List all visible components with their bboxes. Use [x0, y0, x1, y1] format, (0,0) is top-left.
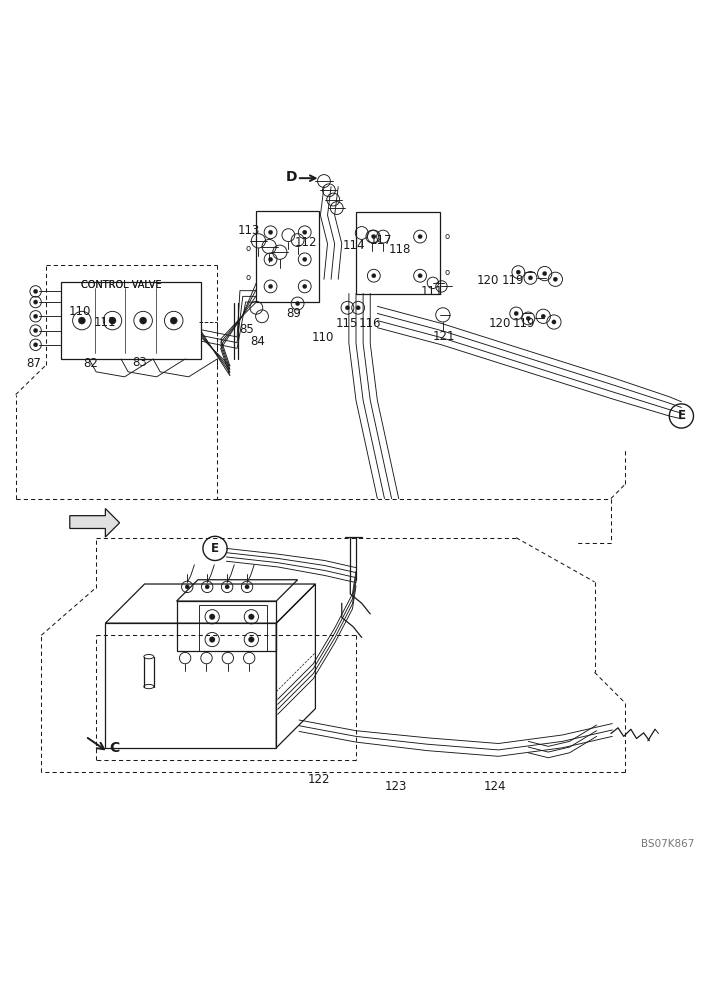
Text: 110: 110 [68, 305, 91, 318]
Circle shape [303, 230, 307, 234]
Text: 84: 84 [251, 335, 265, 348]
Bar [199, 605, 267, 651]
Text: 120: 120 [476, 274, 499, 287]
Circle shape [345, 306, 350, 310]
Text: 119: 119 [502, 274, 525, 287]
Circle shape [268, 230, 273, 234]
Text: o: o [444, 268, 450, 277]
Text: E: E [211, 542, 219, 555]
Circle shape [526, 316, 530, 321]
Text: 116: 116 [358, 317, 381, 330]
Circle shape [553, 277, 557, 281]
Text: o: o [444, 232, 450, 241]
Bar [61, 282, 201, 359]
Text: 87: 87 [26, 357, 41, 370]
Circle shape [205, 585, 209, 589]
Text: 83: 83 [132, 356, 147, 369]
Circle shape [552, 320, 556, 324]
Circle shape [209, 637, 215, 642]
Text: 111: 111 [421, 285, 444, 298]
Circle shape [541, 314, 545, 318]
Circle shape [209, 614, 215, 620]
Circle shape [33, 328, 38, 333]
Circle shape [268, 284, 273, 289]
Circle shape [516, 270, 520, 274]
Text: 117: 117 [370, 234, 392, 247]
Circle shape [33, 314, 38, 318]
Circle shape [185, 585, 189, 589]
Text: 110: 110 [311, 331, 334, 344]
Text: C: C [109, 741, 119, 755]
Text: 120: 120 [488, 317, 511, 330]
Text: CONTROL VALVE: CONTROL VALVE [80, 280, 162, 290]
Circle shape [295, 301, 300, 306]
Text: 122: 122 [308, 773, 330, 786]
Text: 115: 115 [335, 317, 358, 330]
Circle shape [78, 317, 85, 324]
Circle shape [245, 585, 249, 589]
Text: o: o [245, 273, 251, 282]
Circle shape [372, 234, 376, 239]
Circle shape [418, 274, 422, 278]
Bar [256, 211, 319, 302]
Text: CONTROL VALVE: CONTROL VALVE [80, 280, 162, 290]
Circle shape [303, 257, 307, 261]
Text: 89: 89 [287, 307, 301, 320]
Text: 123: 123 [384, 780, 407, 793]
Circle shape [33, 343, 38, 347]
Bar [356, 212, 440, 294]
Text: 113: 113 [238, 224, 261, 237]
Text: D: D [286, 170, 298, 184]
Circle shape [33, 289, 38, 294]
Circle shape [248, 637, 254, 642]
Circle shape [356, 306, 360, 310]
Text: BS07K867: BS07K867 [641, 839, 694, 849]
Circle shape [418, 234, 422, 239]
Circle shape [109, 317, 116, 324]
Circle shape [303, 284, 307, 289]
Text: 118: 118 [389, 243, 412, 256]
Bar [105, 623, 276, 748]
Circle shape [33, 300, 38, 304]
Circle shape [140, 317, 147, 324]
Circle shape [543, 271, 547, 276]
Circle shape [248, 614, 254, 620]
Text: o: o [245, 244, 251, 253]
Circle shape [170, 317, 177, 324]
Text: 114: 114 [342, 239, 365, 252]
Text: 82: 82 [84, 357, 98, 370]
Text: 124: 124 [483, 780, 506, 793]
Circle shape [528, 276, 533, 280]
Circle shape [225, 585, 229, 589]
Text: 85: 85 [239, 323, 253, 336]
Circle shape [514, 311, 518, 316]
Circle shape [268, 257, 273, 261]
Bar [177, 601, 276, 651]
Text: 111: 111 [94, 316, 117, 328]
Text: 112: 112 [295, 236, 318, 249]
Text: E: E [677, 409, 686, 422]
Circle shape [372, 274, 376, 278]
Polygon shape [70, 509, 120, 537]
Text: 119: 119 [513, 317, 535, 330]
Text: 121: 121 [433, 330, 456, 343]
